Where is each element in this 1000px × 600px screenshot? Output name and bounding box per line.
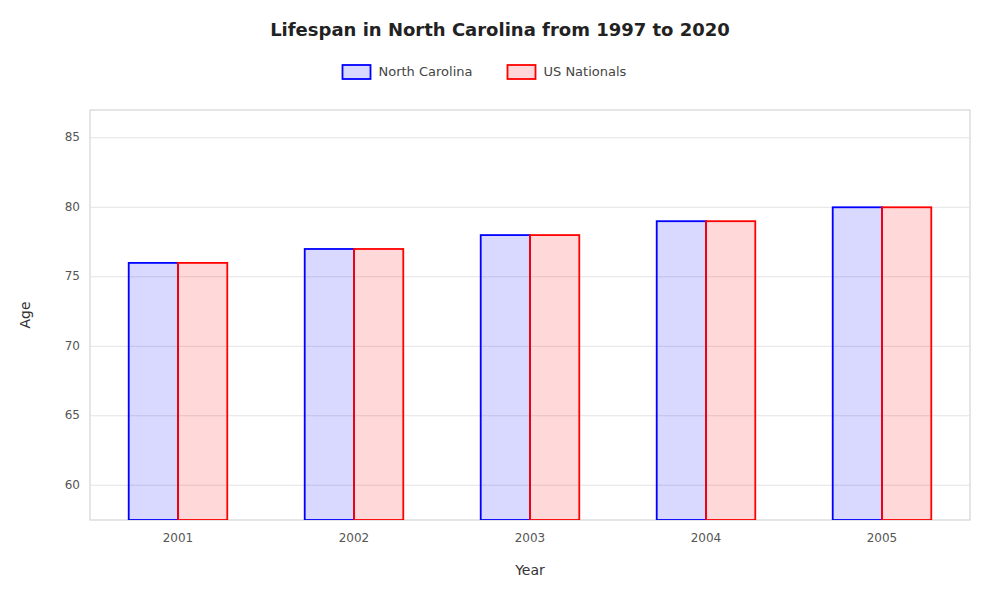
x-tick-label: 2004 (691, 531, 722, 545)
bars (129, 207, 932, 520)
y-tick-label: 70 (65, 339, 80, 353)
bar (657, 221, 706, 520)
y-tick-label: 80 (65, 200, 80, 214)
legend: North Carolina US Nationals (343, 64, 627, 80)
bar (129, 263, 178, 520)
legend-swatch (508, 65, 536, 79)
chart-svg: 60 65 70 75 80 85 2001 2002 2003 2004 2005 Year Age L… (0, 0, 1000, 600)
plot-frame (90, 110, 970, 520)
x-axis-label: Year (514, 562, 545, 578)
grid-line (90, 137, 970, 138)
y-axis-label: Age (17, 301, 33, 328)
x-tick-label: 2005 (867, 531, 898, 545)
x-tick-label: 2002 (339, 531, 370, 545)
legend-swatch (343, 65, 371, 79)
y-tick-label: 65 (65, 408, 80, 422)
bar (481, 235, 530, 520)
bar (882, 207, 931, 520)
bar (706, 221, 755, 520)
chart-title: Lifespan in North Carolina from 1997 to … (270, 19, 730, 40)
chart-container: 60 65 70 75 80 85 2001 2002 2003 2004 2005 Year Age L… (0, 0, 1000, 600)
bar (833, 207, 882, 520)
y-tick-label: 75 (65, 269, 80, 283)
x-tick-label: 2003 (515, 531, 546, 545)
legend-label: North Carolina (379, 64, 473, 79)
legend-label: US Nationals (544, 64, 627, 79)
bar (530, 235, 579, 520)
bar (305, 249, 354, 520)
bar (354, 249, 403, 520)
x-tick-label: 2001 (163, 531, 194, 545)
bar (178, 263, 227, 520)
y-tick-label: 85 (65, 130, 80, 144)
y-tick-label: 60 (65, 478, 80, 492)
